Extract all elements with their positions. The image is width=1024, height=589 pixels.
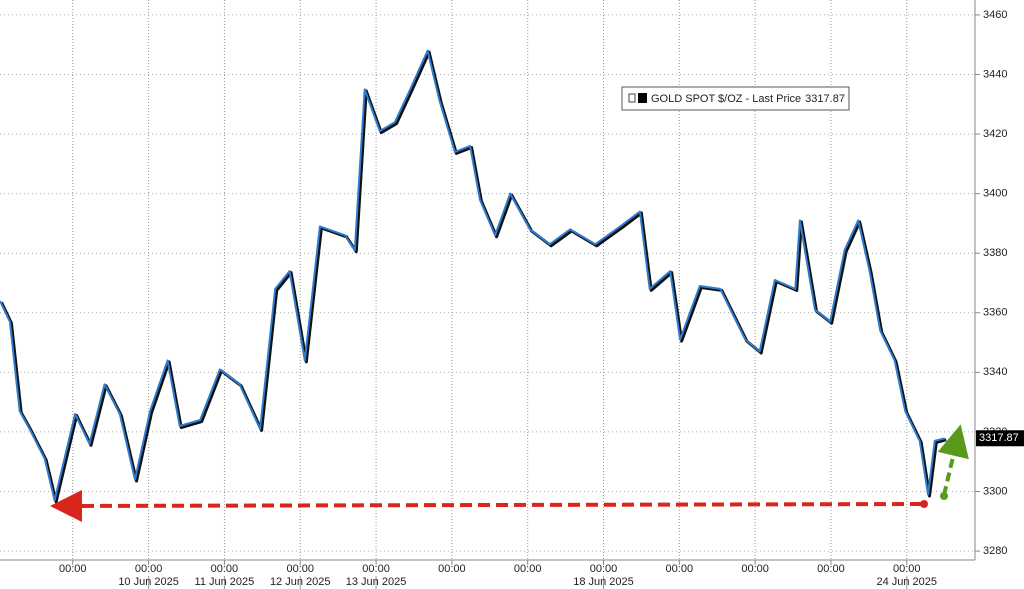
y-tick-label: 3380 — [983, 247, 1007, 259]
legend: GOLD SPOT $/OZ - Last Price 3317.87 — [621, 86, 850, 111]
y-tick-label: 3440 — [983, 68, 1007, 80]
x-tick-label: 00:00 — [362, 563, 390, 575]
legend-label: GOLD SPOT $/OZ - Last Price — [651, 93, 801, 105]
y-tick-label: 3400 — [983, 188, 1007, 200]
legend-swatch — [638, 93, 647, 103]
support-arrow — [50, 489, 923, 522]
x-tick-label: 00:00 — [135, 563, 163, 575]
grid — [0, 0, 975, 560]
x-tick-label: 00:00 — [514, 563, 542, 575]
legend-value: 3317.87 — [805, 93, 845, 105]
x-date-label: 11 Jun 2025 — [195, 576, 255, 588]
arrow-dot — [920, 500, 928, 508]
plot — [0, 49, 947, 504]
last-price-label: 3317.87 — [979, 432, 1019, 444]
x-tick-label: 00:00 — [438, 563, 466, 575]
x-tick-label: 00:00 — [741, 563, 769, 575]
y-tick-label: 3420 — [983, 128, 1007, 140]
legend-icon — [628, 93, 636, 103]
y-tick-label: 3360 — [983, 307, 1007, 319]
x-tick-label: 00:00 — [286, 563, 314, 575]
y-tick-label: 3300 — [983, 485, 1007, 497]
x-tick-label: 00:00 — [817, 563, 845, 575]
rebound-arrow — [937, 424, 969, 496]
y-tick-label: 3460 — [983, 9, 1007, 21]
price-line — [0, 49, 945, 502]
legend-box — [621, 86, 850, 111]
price-shadow — [0, 50, 947, 504]
x-date-label: 13 Jun 2025 — [346, 576, 407, 588]
x-tick-label: 00:00 — [893, 563, 921, 575]
x-tick-label: 00:00 — [59, 563, 87, 575]
x-date-label: 10 Jun 2025 — [118, 576, 179, 588]
last-price-box — [976, 430, 1024, 447]
y-tick-label: 3340 — [983, 366, 1007, 378]
x-date-label: 18 Jun 2025 — [573, 576, 634, 588]
arrow-dot — [940, 492, 948, 500]
x-tick-label: 00:00 — [590, 563, 618, 575]
x-tick-label: 00:00 — [666, 563, 694, 575]
x-date-label: 12 Jun 2025 — [270, 576, 331, 588]
x-date-label: 24 Jun 2025 — [876, 576, 937, 588]
x-tick-label: 00:00 — [211, 563, 239, 575]
y-tick-label: 3280 — [983, 545, 1007, 557]
